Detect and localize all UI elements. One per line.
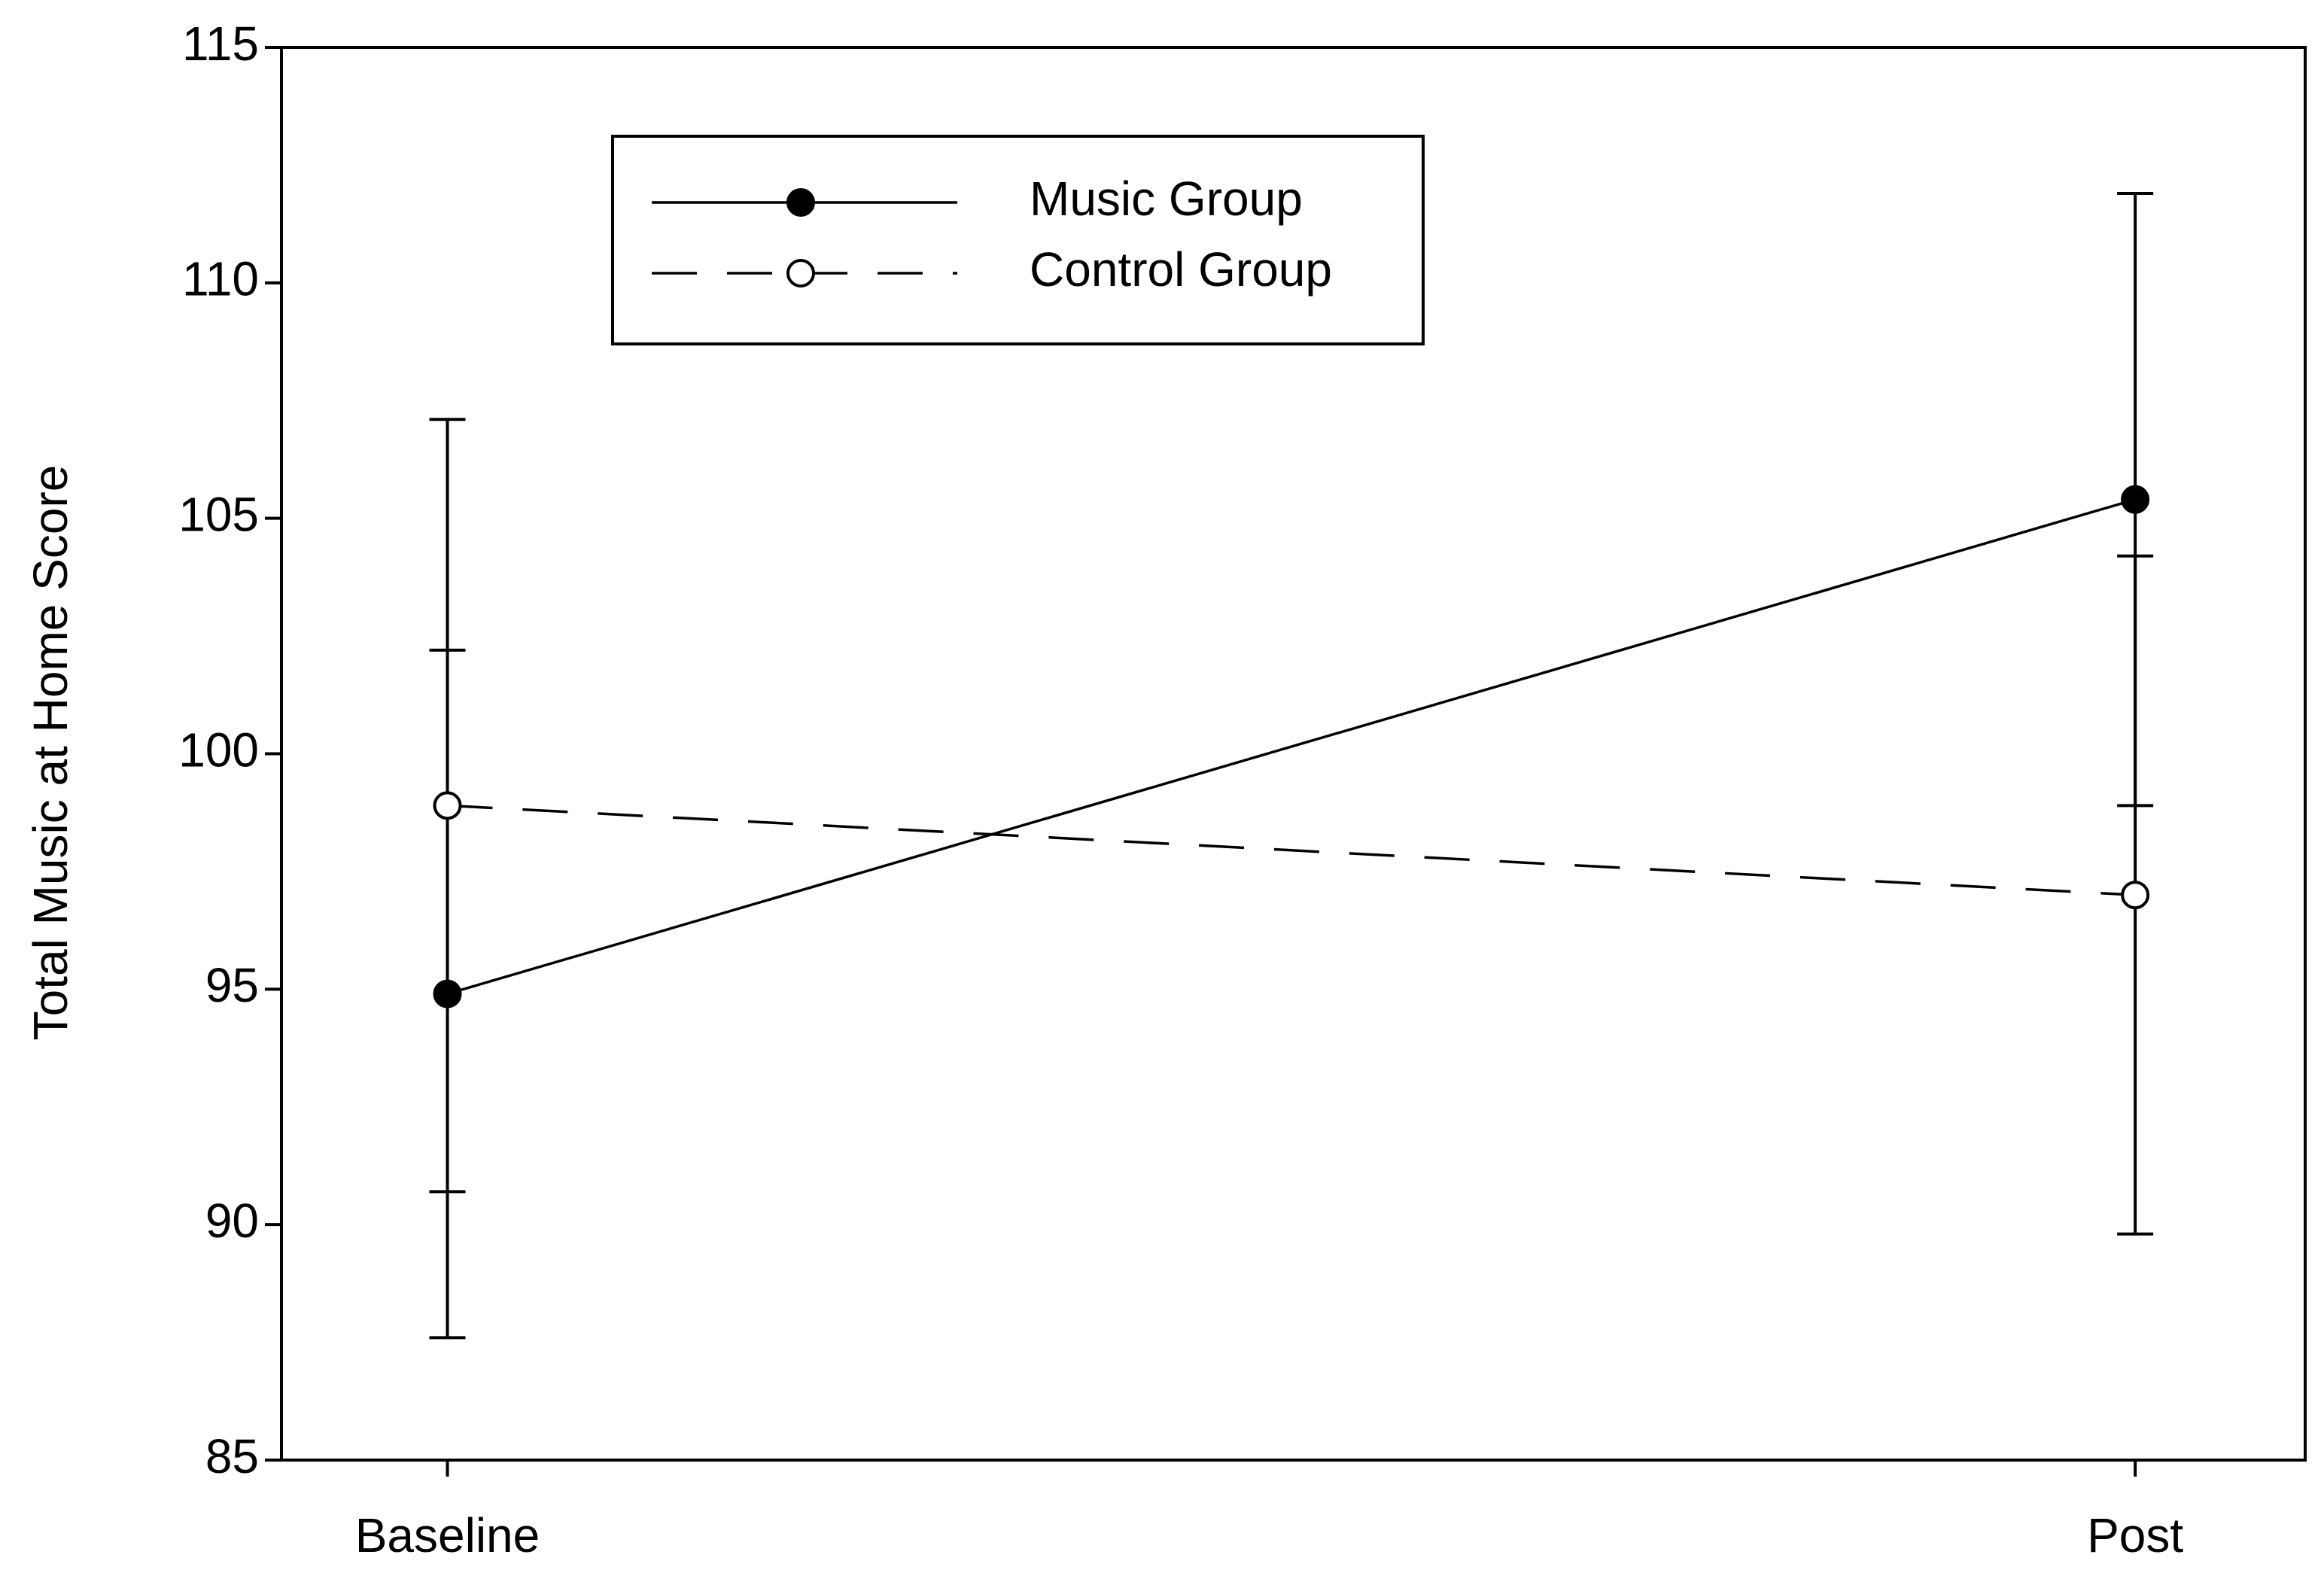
marker [2121, 485, 2150, 514]
y-tick-label: 100 [178, 723, 259, 777]
legend-label: Music Group [1030, 172, 1303, 226]
y-axis-label: Total Music at Home Score [23, 465, 78, 1041]
legend-box [611, 135, 1425, 345]
legend-label: Control Group [1030, 242, 1332, 297]
marker [433, 791, 462, 820]
y-tick-label: 95 [205, 958, 259, 1012]
series-line [447, 497, 2136, 996]
legend-marker [786, 188, 815, 217]
y-tick-label: 115 [182, 17, 259, 71]
x-tick-label: Baseline [355, 1508, 540, 1562]
y-tick-label: 110 [182, 252, 259, 306]
y-tick-label: 85 [205, 1429, 259, 1483]
y-tick-label: 105 [178, 488, 259, 542]
series-line [447, 804, 2136, 896]
y-tick-label: 90 [205, 1194, 259, 1248]
legend-marker [786, 259, 815, 287]
marker [2121, 881, 2150, 910]
marker [433, 979, 462, 1008]
x-tick-label: Post [2087, 1508, 2183, 1562]
